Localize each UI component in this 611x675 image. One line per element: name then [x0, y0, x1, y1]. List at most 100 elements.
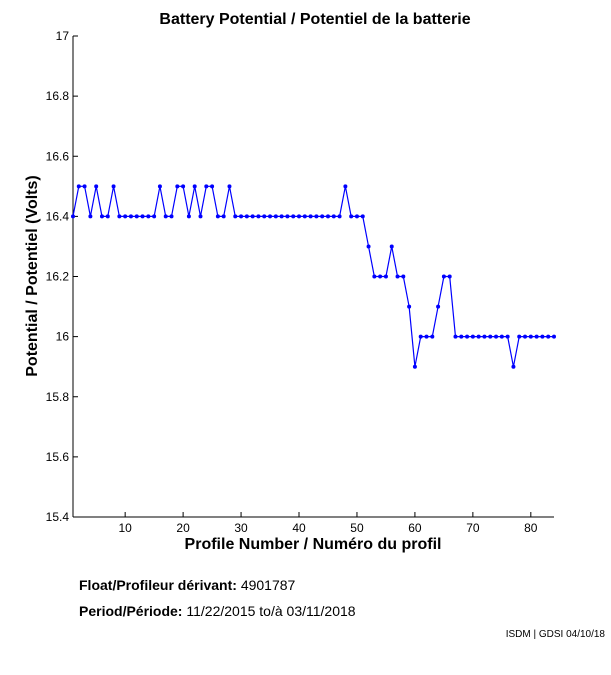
y-tick-label: 15.8 — [46, 390, 70, 404]
data-point — [482, 334, 487, 339]
period-start: 11/22/2015 — [186, 603, 256, 619]
plot-area — [73, 36, 554, 517]
data-point — [134, 214, 139, 219]
data-point — [511, 364, 516, 369]
data-point — [372, 274, 377, 279]
data-point — [395, 274, 400, 279]
data-point — [215, 214, 220, 219]
data-point — [146, 214, 151, 219]
y-ticks: 15.4 15.6 15.8 16 16.2 16.4 16.6 16.8 17 — [46, 29, 78, 524]
y-axis-label: Potential / Potentiel (Volts) — [24, 175, 41, 377]
data-point — [221, 214, 226, 219]
float-info: Float/Profileur dérivant: 4901787 — [79, 577, 295, 593]
data-point — [470, 334, 475, 339]
y-tick-label: 15.4 — [46, 510, 70, 524]
data-point — [412, 364, 417, 369]
data-point — [314, 214, 319, 219]
data-point — [383, 274, 388, 279]
data-point — [528, 334, 533, 339]
data-point — [505, 334, 510, 339]
period-end: 03/11/2018 — [286, 603, 356, 619]
x-ticks: 10 20 30 40 50 60 70 80 — [118, 512, 538, 535]
data-point — [128, 214, 133, 219]
x-tick-label: 30 — [234, 521, 248, 535]
data-point — [71, 214, 75, 219]
data-point — [453, 334, 458, 339]
data-point — [244, 214, 249, 219]
data-point — [552, 334, 556, 339]
data-point — [140, 214, 145, 219]
data-point — [88, 214, 93, 219]
data-point — [175, 184, 180, 189]
data-point — [111, 184, 116, 189]
y-tick-label: 16.2 — [46, 270, 70, 284]
data-point — [407, 304, 412, 309]
y-tick-label: 16 — [56, 330, 70, 344]
data-point — [99, 214, 104, 219]
data-point — [441, 274, 446, 279]
y-tick-label: 17 — [56, 29, 70, 43]
data-point — [273, 214, 278, 219]
data-point — [76, 184, 81, 189]
data-point — [186, 214, 191, 219]
data-point — [401, 274, 406, 279]
data-point — [459, 334, 464, 339]
data-point — [227, 184, 232, 189]
data-point — [204, 184, 209, 189]
battery-chart: Battery Potential / Potentiel de la batt… — [24, 11, 556, 553]
data-point — [152, 214, 157, 219]
data-point — [94, 184, 99, 189]
credit-text: ISDM | GDSI 04/10/18 — [505, 629, 605, 640]
period-label: Period/Période: — [79, 603, 183, 619]
x-tick-label: 50 — [350, 521, 364, 535]
data-point — [262, 214, 267, 219]
data-point — [546, 334, 551, 339]
x-tick-label: 60 — [408, 521, 422, 535]
data-point — [169, 214, 174, 219]
data-point — [349, 214, 354, 219]
data-point — [325, 214, 330, 219]
data-point — [210, 184, 215, 189]
x-axis-label: Profile Number / Numéro du profil — [185, 536, 442, 553]
data-point — [279, 214, 284, 219]
data-point — [360, 214, 365, 219]
data-point — [320, 214, 325, 219]
data-point — [302, 214, 307, 219]
series-group — [71, 184, 556, 369]
data-point — [447, 274, 452, 279]
data-point — [523, 334, 528, 339]
x-tick-label: 40 — [292, 521, 306, 535]
data-point — [123, 214, 128, 219]
x-tick-label: 70 — [466, 521, 480, 535]
period-info: Period/Période: 11/22/2015 to/à 03/11/20… — [79, 603, 356, 619]
data-point — [297, 214, 302, 219]
data-point — [239, 214, 244, 219]
y-tick-label: 16.4 — [46, 209, 70, 223]
data-point — [308, 214, 313, 219]
data-point — [534, 334, 539, 339]
data-point — [424, 334, 429, 339]
data-point — [198, 214, 203, 219]
data-point — [82, 184, 87, 189]
y-tick-label: 15.6 — [46, 450, 70, 464]
y-tick-label: 16.6 — [46, 149, 70, 163]
data-point — [540, 334, 545, 339]
data-point — [250, 214, 255, 219]
chart-title: Battery Potential / Potentiel de la batt… — [159, 11, 470, 28]
data-point — [117, 214, 122, 219]
data-point — [436, 304, 441, 309]
data-point — [163, 214, 168, 219]
data-point — [157, 184, 162, 189]
data-point — [378, 274, 383, 279]
period-separator: to/à — [259, 603, 283, 619]
data-point — [233, 214, 238, 219]
data-point — [268, 214, 273, 219]
x-tick-label: 10 — [118, 521, 132, 535]
data-point — [465, 334, 470, 339]
x-tick-label: 80 — [524, 521, 538, 535]
y-tick-label: 16.8 — [46, 89, 70, 103]
data-point — [331, 214, 336, 219]
data-point — [192, 184, 197, 189]
data-point — [343, 184, 348, 189]
float-value: 4901787 — [240, 577, 296, 593]
